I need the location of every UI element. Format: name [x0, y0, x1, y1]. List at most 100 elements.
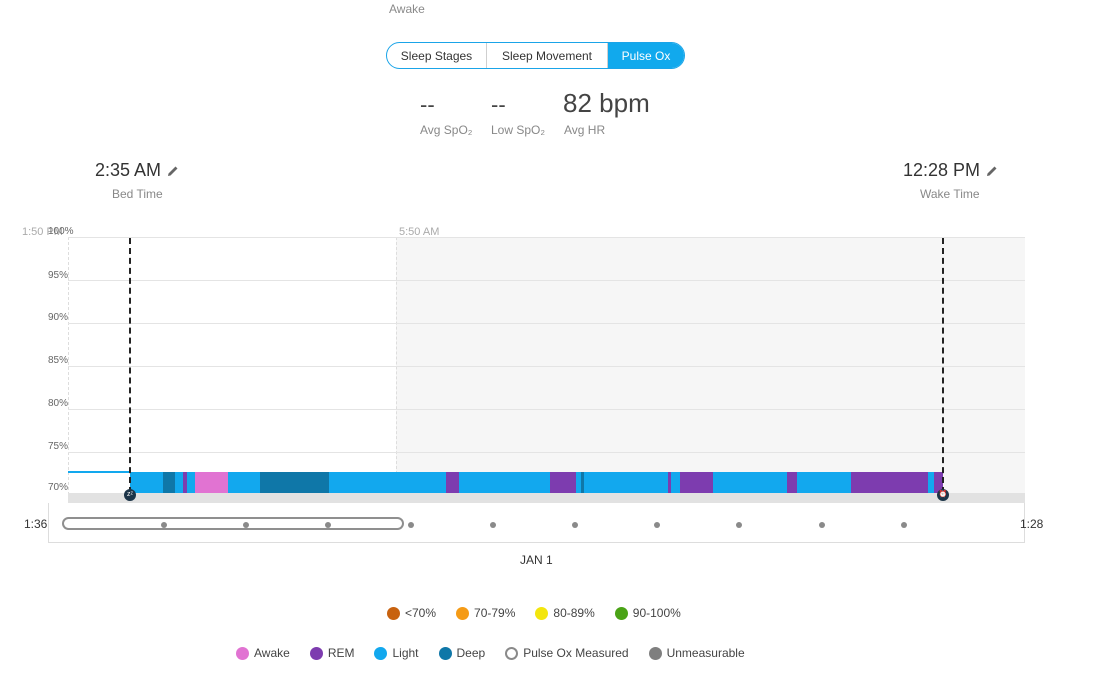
- stage-segment-light: [712, 472, 787, 493]
- legend-label: 80-89%: [553, 606, 595, 620]
- wake-time: 12:28 PM: [903, 160, 998, 181]
- avg-spo2-value: --: [420, 92, 435, 117]
- bed-time-label: Bed Time: [112, 187, 163, 201]
- y-tick-85: 85%: [48, 355, 69, 366]
- timeline-right-label: 1:28: [1020, 517, 1044, 531]
- stage-segment-light: [329, 472, 447, 493]
- legend-swatch: [535, 606, 549, 620]
- stage-segment-light: [583, 472, 669, 493]
- legend-item-70-79: 70-79%: [456, 606, 515, 620]
- legend-swatch: [387, 606, 400, 620]
- legend-item-rem: REM: [309, 646, 355, 660]
- timeline-dot: [819, 522, 825, 528]
- stage-segment-light: [576, 472, 582, 493]
- legend-item-90-100: 90-100%: [614, 606, 681, 620]
- legend-item-light: Light: [374, 646, 419, 660]
- legend-item-below-70: <70%: [387, 606, 436, 620]
- stage-segment-light: [670, 472, 681, 493]
- spo2-legend: <70% 70-79% 80-89% 90-100%: [387, 606, 701, 620]
- gridline-75: [68, 452, 1025, 453]
- tab-sleep-movement[interactable]: Sleep Movement: [487, 43, 608, 68]
- legend-item-pulse-ox-measured: Pulse Ox Measured: [505, 646, 629, 660]
- bed-time-line: [129, 238, 131, 493]
- legend-swatch: [648, 646, 662, 660]
- gridline-80: [68, 409, 1025, 410]
- timeline-dot: [736, 522, 742, 528]
- stage-segment-rem: [786, 472, 798, 493]
- stage-segment-light: [459, 472, 551, 493]
- stage-segment-deep: [581, 472, 584, 493]
- timeline-dot: [572, 522, 578, 528]
- stage-segment-light: [928, 472, 935, 493]
- legend-label: REM: [327, 646, 355, 660]
- avg-hr-value: 82 bpm: [563, 88, 650, 118]
- legend-item-unmeasurable: Unmeasurable: [648, 646, 745, 660]
- timeline-dot: [325, 522, 331, 528]
- low-spo2-value: --: [491, 92, 506, 117]
- legend-item-deep: Deep: [438, 646, 486, 660]
- tab-pulse-ox[interactable]: Pulse Ox: [608, 43, 684, 68]
- stage-segment-rem: [851, 472, 929, 493]
- timeline-dot: [490, 522, 496, 528]
- legend-label: 90-100%: [632, 606, 681, 620]
- y-tick-70: 70%: [48, 482, 69, 493]
- view-tabs: Sleep Stages Sleep Movement Pulse Ox: [386, 42, 685, 69]
- low-spo2-label: Low SpO₂: [491, 123, 546, 137]
- chart-baseline: [68, 493, 1025, 503]
- legend-swatch: [614, 606, 628, 620]
- alarm-clock-icon: ⏰: [937, 489, 949, 501]
- timeline-dot: [654, 522, 660, 528]
- wake-time-label: Wake Time: [920, 187, 980, 201]
- timeline-date-label: JAN 1: [520, 553, 553, 567]
- legend-swatch: [236, 646, 249, 660]
- sleep-start-icon: zᶻ: [124, 489, 136, 501]
- sleep-stage-bar: [130, 472, 943, 493]
- stage-segment-rem: [446, 472, 460, 493]
- stage-segment-light: [186, 472, 196, 493]
- legend-swatch: [438, 646, 452, 660]
- legend-swatch: [456, 606, 470, 620]
- stage-segment-light: [227, 472, 261, 493]
- y-tick-100: 100%: [48, 226, 74, 237]
- stage-segment-rem: [668, 472, 671, 493]
- tab-sleep-stages[interactable]: Sleep Stages: [387, 43, 487, 68]
- legend-item-80-89: 80-89%: [535, 606, 595, 620]
- stage-segment-awake: [195, 472, 228, 493]
- timeline-dot: [901, 522, 907, 528]
- timeline-left-label: 1:36: [24, 517, 48, 531]
- time-label-left: 1:50 PM: [22, 226, 63, 238]
- legend-label: Light: [392, 646, 419, 660]
- bed-time: 2:35 AM: [95, 160, 179, 181]
- avg-hr-label: Avg HR: [564, 123, 606, 137]
- stage-segment-light: [797, 472, 852, 493]
- gridline-95: [68, 280, 1025, 281]
- edit-bed-time-icon[interactable]: [167, 165, 179, 177]
- pre-sleep-line: [68, 471, 130, 473]
- timeline-scrubber[interactable]: [62, 517, 404, 530]
- timeline-dot: [243, 522, 249, 528]
- avg-spo2-label: Avg SpO₂: [420, 123, 473, 137]
- y-tick-95: 95%: [48, 270, 69, 281]
- legend-swatch: [374, 646, 388, 660]
- stage-segment-rem: [182, 472, 187, 493]
- legend-label: <70%: [405, 606, 437, 620]
- stage-segment-deep: [162, 472, 175, 493]
- edit-wake-time-icon[interactable]: [986, 165, 998, 177]
- stage-segment-deep: [260, 472, 330, 493]
- stage-segment-rem: [680, 472, 713, 493]
- y-tick-80: 80%: [48, 398, 69, 409]
- legend-label: Awake: [254, 646, 290, 660]
- stage-legend: Awake REM Light Deep Pulse Ox Measured U…: [236, 646, 765, 660]
- timeline-dot: [408, 522, 414, 528]
- legend-label: 70-79%: [474, 606, 516, 620]
- timeline-left-border: [48, 503, 49, 543]
- wake-time-line: [942, 238, 944, 493]
- timeline-bottom-border: [48, 542, 1025, 543]
- gridline-90: [68, 323, 1025, 324]
- timeline-dot: [161, 522, 167, 528]
- gridline-85: [68, 366, 1025, 367]
- y-tick-90: 90%: [48, 312, 69, 323]
- legend-item-awake: Awake: [236, 646, 290, 660]
- timeline-right-border: [1024, 503, 1025, 543]
- legend-label: Deep: [456, 646, 486, 660]
